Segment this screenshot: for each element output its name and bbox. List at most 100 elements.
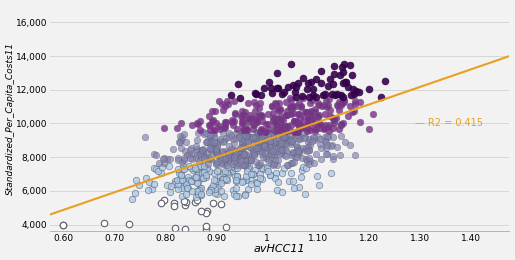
Point bbox=[344, 114, 352, 118]
Point bbox=[174, 158, 182, 162]
Point bbox=[192, 167, 200, 171]
Point bbox=[257, 113, 265, 117]
Point bbox=[223, 170, 231, 174]
Point bbox=[273, 86, 281, 90]
Point bbox=[235, 154, 244, 158]
Point bbox=[287, 98, 296, 102]
Point bbox=[207, 138, 215, 142]
Point bbox=[311, 128, 319, 133]
Point bbox=[163, 183, 171, 187]
Point bbox=[202, 227, 210, 231]
Point bbox=[294, 149, 302, 153]
Point bbox=[241, 133, 249, 137]
Point bbox=[268, 104, 277, 108]
Point bbox=[242, 163, 250, 167]
Point bbox=[177, 138, 185, 142]
Point bbox=[177, 121, 185, 125]
Point bbox=[340, 100, 349, 104]
Point bbox=[174, 187, 182, 192]
Point bbox=[329, 157, 337, 161]
Point bbox=[174, 183, 182, 187]
Point bbox=[192, 195, 200, 199]
Point bbox=[331, 93, 339, 98]
Point bbox=[320, 127, 328, 131]
Point bbox=[193, 149, 201, 153]
Point bbox=[222, 225, 230, 229]
Point bbox=[185, 164, 194, 168]
Point bbox=[231, 148, 239, 152]
Point bbox=[175, 171, 183, 175]
Point bbox=[243, 134, 251, 138]
Point bbox=[210, 171, 218, 175]
Point bbox=[223, 99, 231, 103]
Point bbox=[202, 224, 210, 228]
Point bbox=[224, 165, 232, 169]
Point bbox=[267, 152, 276, 156]
Point bbox=[183, 152, 192, 157]
Point bbox=[241, 159, 249, 163]
Point bbox=[305, 148, 313, 152]
Point bbox=[222, 178, 231, 182]
Point bbox=[283, 124, 291, 128]
Point bbox=[210, 132, 218, 136]
Point bbox=[191, 174, 199, 179]
Point bbox=[263, 138, 271, 142]
Point bbox=[270, 140, 279, 144]
Point bbox=[256, 127, 265, 132]
Point bbox=[245, 164, 253, 168]
Point bbox=[270, 119, 279, 123]
Point bbox=[286, 137, 295, 141]
Point bbox=[351, 99, 359, 103]
Point bbox=[267, 148, 275, 152]
Point bbox=[236, 163, 245, 167]
Point bbox=[243, 128, 251, 133]
Point bbox=[234, 82, 242, 86]
Point bbox=[280, 166, 288, 170]
Point bbox=[195, 188, 203, 192]
Point bbox=[187, 146, 196, 151]
Point bbox=[184, 152, 193, 156]
Point bbox=[231, 112, 239, 116]
Point bbox=[197, 155, 205, 159]
Point bbox=[304, 145, 312, 149]
Point bbox=[207, 155, 215, 159]
Point bbox=[178, 160, 186, 164]
Point bbox=[304, 81, 313, 85]
Point bbox=[197, 192, 205, 196]
Point bbox=[178, 135, 186, 139]
Point bbox=[242, 134, 250, 138]
Point bbox=[278, 92, 286, 96]
Point bbox=[211, 181, 219, 186]
Point bbox=[315, 103, 323, 108]
Point bbox=[329, 126, 337, 130]
Point bbox=[157, 201, 165, 205]
Point bbox=[256, 130, 264, 134]
Point bbox=[238, 147, 247, 151]
Point bbox=[205, 190, 213, 194]
Point bbox=[209, 132, 217, 136]
Point bbox=[308, 117, 317, 121]
Point bbox=[255, 115, 263, 119]
Point bbox=[281, 147, 289, 151]
Point bbox=[273, 163, 281, 167]
Point bbox=[329, 116, 337, 120]
Point bbox=[239, 118, 248, 122]
Point bbox=[238, 109, 247, 113]
Point bbox=[305, 127, 314, 132]
Point bbox=[293, 95, 301, 100]
Point bbox=[289, 104, 297, 108]
Point bbox=[198, 148, 207, 152]
Point bbox=[303, 110, 312, 114]
Point bbox=[249, 122, 258, 126]
Point bbox=[256, 132, 264, 136]
Point bbox=[305, 155, 314, 160]
Point bbox=[293, 133, 301, 137]
Point bbox=[256, 132, 264, 136]
Point bbox=[333, 145, 341, 149]
Point bbox=[228, 120, 236, 125]
Point bbox=[213, 151, 221, 155]
Point bbox=[270, 116, 278, 120]
Point bbox=[298, 146, 306, 150]
Point bbox=[329, 116, 337, 120]
Point bbox=[250, 123, 258, 127]
